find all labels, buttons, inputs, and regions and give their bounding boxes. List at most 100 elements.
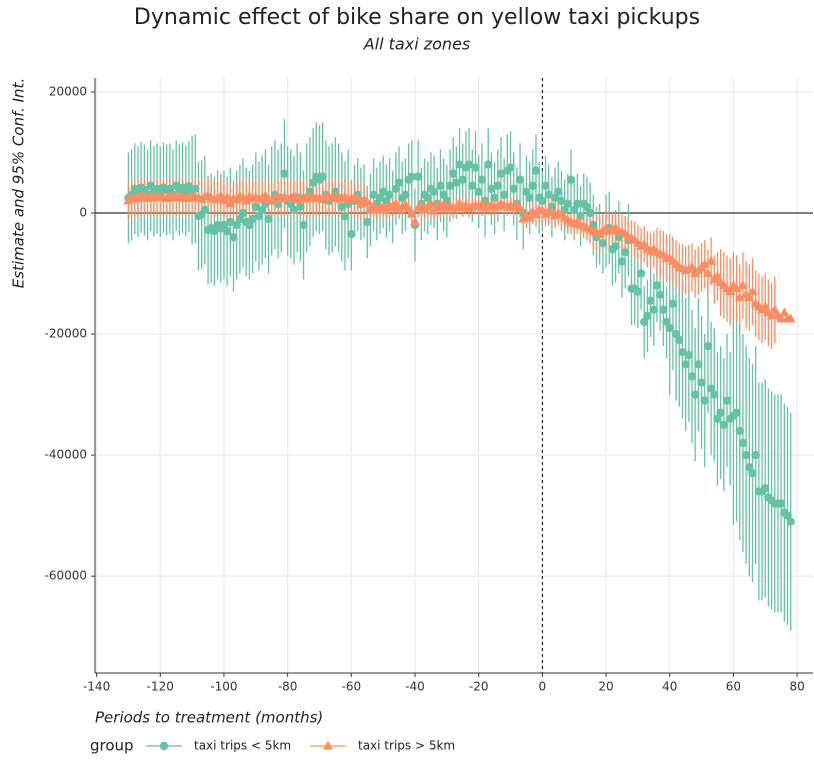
point xyxy=(566,175,576,184)
point xyxy=(573,199,582,209)
point xyxy=(646,296,655,305)
point xyxy=(611,242,620,251)
point xyxy=(633,287,643,296)
point xyxy=(741,450,751,460)
legend-label: taxi trips > 5km xyxy=(358,739,455,753)
point xyxy=(700,396,709,405)
point xyxy=(509,184,518,193)
point xyxy=(747,286,758,296)
point xyxy=(436,181,445,190)
point xyxy=(716,408,725,417)
point xyxy=(496,169,506,178)
point xyxy=(401,190,410,200)
point xyxy=(699,258,710,268)
point xyxy=(735,426,744,436)
point xyxy=(649,305,658,315)
point xyxy=(541,181,550,190)
point xyxy=(484,160,493,169)
point xyxy=(531,166,541,175)
y-tick-label: -40000 xyxy=(44,448,87,462)
point xyxy=(251,202,260,212)
point xyxy=(665,323,674,333)
point xyxy=(585,208,595,218)
point xyxy=(710,390,719,399)
point xyxy=(299,220,308,230)
point xyxy=(557,196,566,206)
point xyxy=(499,190,509,200)
point xyxy=(238,208,248,218)
point xyxy=(528,181,538,190)
point xyxy=(643,311,652,321)
point xyxy=(731,283,742,293)
point xyxy=(737,280,748,290)
point xyxy=(515,175,525,184)
axes: -60000 -40000 -20000 0 20000 -140 -120 -100 -80 -… xyxy=(44,78,813,694)
point xyxy=(766,310,777,320)
point xyxy=(385,190,394,200)
point xyxy=(725,286,736,296)
point xyxy=(554,187,563,196)
point xyxy=(248,214,257,224)
point xyxy=(429,205,440,215)
point xyxy=(785,313,796,323)
point xyxy=(786,517,795,526)
point xyxy=(576,211,585,221)
point xyxy=(598,239,608,248)
point xyxy=(406,208,417,218)
point xyxy=(738,438,748,448)
point xyxy=(318,172,327,181)
point xyxy=(719,420,729,430)
point xyxy=(684,351,694,360)
point xyxy=(200,205,210,215)
point xyxy=(776,499,786,508)
point xyxy=(744,292,755,302)
point xyxy=(530,209,541,219)
point xyxy=(617,257,627,266)
point xyxy=(659,305,668,315)
point xyxy=(222,191,233,201)
point xyxy=(655,290,665,299)
point xyxy=(452,178,461,187)
x-tick-label: 80 xyxy=(789,680,804,694)
point xyxy=(734,292,745,302)
point xyxy=(779,307,790,317)
point xyxy=(678,347,687,357)
y-tick-label: 0 xyxy=(79,205,87,219)
point xyxy=(340,211,350,221)
point xyxy=(524,212,535,222)
point xyxy=(687,261,698,271)
point xyxy=(776,313,787,323)
point xyxy=(636,269,646,278)
point xyxy=(468,181,477,190)
chart-title: Dynamic effect of bike share on yellow t… xyxy=(134,5,700,30)
point xyxy=(394,178,404,187)
point xyxy=(706,255,717,265)
point xyxy=(760,301,771,311)
point xyxy=(226,217,235,227)
point xyxy=(703,341,713,351)
point xyxy=(487,184,496,193)
y-axis-label: Estimate and 95% Conf. Int. xyxy=(10,78,28,288)
chart-subtitle: All taxi zones xyxy=(363,35,471,54)
point xyxy=(296,202,305,212)
point xyxy=(381,205,392,215)
point xyxy=(474,187,483,196)
y-tick-label: 20000 xyxy=(49,84,87,98)
point xyxy=(378,187,388,196)
point xyxy=(423,193,432,203)
point xyxy=(289,205,299,215)
point xyxy=(652,281,662,290)
point xyxy=(191,184,200,193)
point xyxy=(538,196,547,206)
point xyxy=(229,232,238,242)
x-tick-label: -20 xyxy=(469,680,489,694)
x-axis-label: Periods to treatment (months) xyxy=(95,709,323,727)
point xyxy=(515,203,526,213)
point xyxy=(732,408,741,417)
point xyxy=(490,193,499,203)
x-tick-label: -140 xyxy=(83,680,110,694)
point xyxy=(722,396,732,405)
point xyxy=(563,199,573,209)
point xyxy=(407,172,417,181)
point xyxy=(687,372,697,381)
